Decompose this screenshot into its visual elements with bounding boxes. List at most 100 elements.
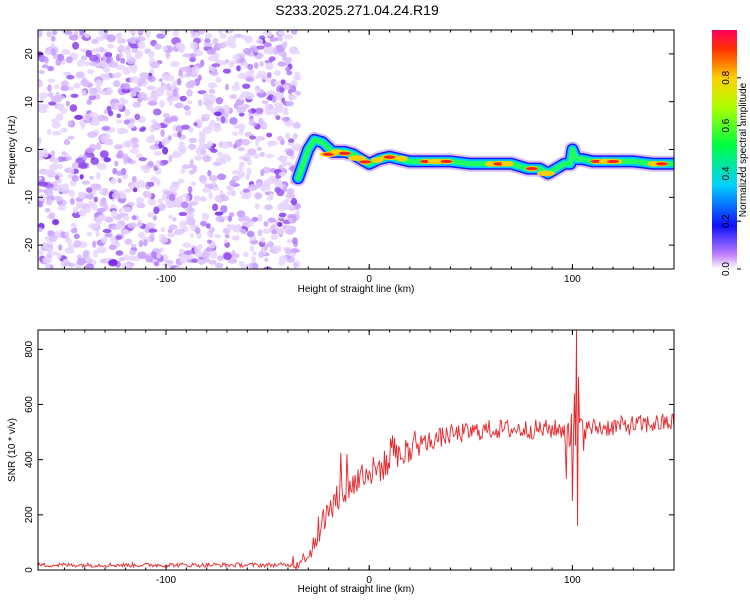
noise-blob — [189, 80, 196, 86]
noise-blob — [95, 79, 103, 88]
noise-blob — [92, 240, 97, 248]
noise-blob — [80, 123, 86, 130]
noise-blob — [285, 204, 296, 211]
snr-x-label: Height of straight line (km) — [298, 584, 415, 595]
noise-blob — [172, 30, 179, 37]
noise-blob — [252, 251, 257, 256]
noise-blob — [121, 88, 131, 94]
noise-blob — [50, 35, 56, 42]
noise-blob — [124, 238, 133, 245]
noise-blob — [262, 228, 271, 234]
noise-blob — [220, 33, 227, 39]
noise-blob — [200, 148, 207, 156]
noise-blob — [95, 229, 100, 238]
noise-blob — [131, 215, 137, 221]
noise-blob — [267, 217, 276, 223]
noise-blob — [207, 239, 212, 244]
noise-blob — [116, 119, 123, 124]
noise-blob — [223, 239, 229, 244]
noise-blob — [161, 159, 169, 165]
noise-blob — [90, 157, 99, 165]
noise-blob — [88, 112, 99, 119]
noise-blob — [246, 218, 252, 223]
noise-blob — [160, 30, 171, 34]
noise-blob — [150, 251, 157, 258]
noise-blob — [232, 54, 240, 60]
noise-blob — [152, 122, 162, 131]
noise-blob — [51, 120, 61, 129]
noise-blob — [199, 196, 207, 202]
noise-blob — [274, 37, 279, 42]
noise-blob — [286, 161, 293, 167]
ridge-hotspot — [501, 161, 514, 167]
noise-blob — [212, 37, 219, 45]
noise-blob — [227, 35, 237, 44]
noise-blob — [263, 42, 272, 48]
noise-blob — [234, 139, 242, 147]
noise-blob — [172, 217, 177, 222]
noise-blob — [168, 154, 173, 163]
noise-blob — [238, 129, 244, 136]
noise-blob — [205, 247, 215, 252]
noise-blob — [255, 107, 264, 115]
noise-blob — [114, 144, 124, 150]
noise-blob — [285, 100, 295, 107]
noise-blob — [236, 210, 246, 218]
noise-blob — [97, 163, 107, 170]
noise-blob — [117, 45, 127, 52]
noise-blob — [256, 45, 265, 50]
noise-blob — [258, 251, 265, 259]
noise-blob — [205, 103, 213, 111]
noise-blob — [232, 224, 237, 232]
noise-blob — [181, 124, 190, 130]
noise-blob — [46, 128, 52, 135]
noise-blob — [201, 251, 210, 259]
noise-blob — [290, 197, 298, 206]
colorbar-tick-label: 0.0 — [721, 262, 732, 276]
noise-blob — [85, 60, 90, 67]
noise-blob — [231, 84, 241, 92]
noise-blob — [46, 198, 53, 206]
noise-blob — [47, 65, 55, 72]
noise-blob — [278, 255, 288, 263]
noise-blob — [104, 52, 113, 58]
noise-blob — [168, 98, 173, 106]
ridge-hotspot — [427, 158, 446, 165]
colorbar-tick-label: 0.8 — [721, 70, 732, 84]
noise-blob — [120, 128, 129, 134]
noise-blob — [214, 262, 224, 268]
noise-blob — [220, 153, 230, 160]
noise-blob — [67, 120, 73, 126]
noise-blob — [208, 94, 214, 99]
noise-blob — [57, 53, 65, 62]
noise-blob — [127, 255, 136, 261]
noise-blob — [38, 194, 47, 202]
noise-blob — [99, 60, 107, 68]
noise-blob — [179, 220, 187, 229]
noise-blob — [295, 210, 300, 215]
noise-blob — [69, 104, 78, 112]
noise-blob — [227, 258, 238, 264]
noise-blob — [208, 88, 216, 94]
noise-blob — [136, 36, 146, 42]
noise-blob — [54, 195, 63, 202]
noise-blob — [156, 33, 166, 39]
noise-blob — [165, 51, 171, 60]
noise-blob — [108, 244, 117, 251]
noise-blob — [81, 89, 87, 97]
noise-blob — [216, 173, 227, 181]
noise-blob — [38, 188, 44, 193]
noise-blob — [70, 93, 79, 98]
noise-blob — [224, 241, 231, 248]
noise-blob — [45, 262, 51, 269]
noise-blob — [189, 56, 197, 63]
noise-blob — [212, 124, 222, 132]
noise-blob — [194, 155, 204, 161]
spectral-ridge — [290, 131, 674, 187]
noise-blob — [277, 222, 283, 227]
noise-blob — [200, 220, 207, 227]
noise-blob — [99, 198, 107, 207]
noise-blob — [199, 30, 205, 35]
noise-blob — [122, 82, 130, 90]
